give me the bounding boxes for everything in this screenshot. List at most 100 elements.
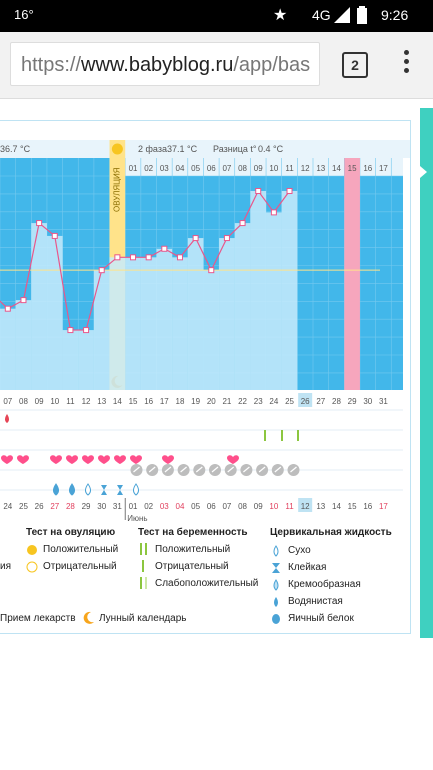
day-axis-label: 29 xyxy=(348,397,357,406)
date-label: 09 xyxy=(254,502,263,511)
heart-icon xyxy=(227,455,239,464)
overflow-menu-button[interactable] xyxy=(404,50,410,77)
day-axis-label: 20 xyxy=(207,397,216,406)
legend-ovulation-title: Тест на овуляцию xyxy=(26,527,116,538)
heart-icon xyxy=(162,455,174,464)
date-label: 27 xyxy=(50,502,59,511)
temperature-bar xyxy=(172,257,188,390)
day-axis-label: 07 xyxy=(3,397,12,406)
cycle-day-label: 03 xyxy=(160,164,169,173)
temperature-bar xyxy=(219,238,235,390)
cycle-day-label: 10 xyxy=(269,164,278,173)
day-axis-label: 13 xyxy=(97,397,106,406)
date-label: 16 xyxy=(363,502,372,511)
cycle-day-label: 15 xyxy=(348,164,357,173)
pregnancy-test-mark xyxy=(297,430,299,441)
drop-outline-icon xyxy=(271,544,281,562)
legend-ovulation-positive: Положительный xyxy=(43,544,119,555)
hourglass-icon xyxy=(101,485,107,495)
temperature-point xyxy=(98,267,105,274)
hourglass-icon xyxy=(271,561,281,579)
signal-icon xyxy=(334,7,350,26)
heart-icon xyxy=(50,455,62,464)
legend-cervical-dry: Сухо xyxy=(288,545,311,556)
cycle-day-label: 12 xyxy=(301,164,310,173)
tab-switcher-button[interactable]: 2 xyxy=(342,52,368,78)
date-label: 12 xyxy=(301,502,310,511)
date-label: 04 xyxy=(176,502,185,511)
pregnancy-negative-icon xyxy=(138,559,150,577)
day-axis-label: 24 xyxy=(269,397,278,406)
day-axis-label: 19 xyxy=(191,397,200,406)
ovulation-sun-icon xyxy=(111,143,123,155)
temperature-point xyxy=(51,232,58,239)
day-axis-label: 21 xyxy=(222,397,231,406)
day-axis-label: 31 xyxy=(379,397,388,406)
browser-toolbar: https://www.babyblog.ru/app/bas 2 xyxy=(0,32,433,99)
highlight-day-box xyxy=(298,393,313,407)
header-phase-label: 2 фаза xyxy=(138,144,167,154)
temperature-bar xyxy=(203,270,220,390)
day-axis-label: 18 xyxy=(176,397,185,406)
legend-cervical-watery: Водянистая xyxy=(288,596,343,607)
heart-icon xyxy=(130,455,142,464)
pregnancy-positive-icon xyxy=(138,542,150,560)
cycle-day-label: 01 xyxy=(129,164,138,173)
temperature-point xyxy=(20,297,27,304)
date-label: 14 xyxy=(332,502,341,511)
legend-cervical-sticky: Клейкая xyxy=(288,562,327,573)
date-label: 08 xyxy=(238,502,247,511)
legend-cervical-title: Цервикальная жидкость xyxy=(270,527,392,538)
temperature-point xyxy=(130,254,137,261)
clock: 9:26 xyxy=(381,7,409,23)
legend-pregnancy-positive: Положительный xyxy=(155,544,231,555)
legend-pregnancy-title: Тест на беременность xyxy=(138,527,248,538)
status-bar: 16° ★ 4G 9:26 xyxy=(0,0,433,32)
drop-half-icon xyxy=(271,578,281,596)
header-left-temp: 36.7 °C xyxy=(0,144,31,154)
date-label: 05 xyxy=(191,502,200,511)
temperature-bar xyxy=(46,235,63,390)
temperature-bar xyxy=(62,330,79,390)
cycle-day-label: 11 xyxy=(285,164,294,173)
heart-icon xyxy=(98,455,110,464)
temperature-bar xyxy=(0,308,16,390)
month-label: Июнь xyxy=(127,514,147,523)
check-mark xyxy=(133,466,140,473)
check-mark xyxy=(195,466,203,473)
temperature-point xyxy=(161,245,168,252)
day-axis-label: 23 xyxy=(254,397,263,406)
day-axis-label: 30 xyxy=(363,397,372,406)
scroll-right-arrow[interactable] xyxy=(420,166,427,178)
drop-icon xyxy=(69,483,75,496)
cycle-day-label: 07 xyxy=(222,164,231,173)
check-mark xyxy=(290,466,297,473)
temperature-bar xyxy=(31,223,47,390)
day-axis-label: 17 xyxy=(160,397,169,406)
url-field[interactable]: https://www.babyblog.ru/app/bas xyxy=(10,42,320,86)
ovulation-label: ОВУЛЯЦИЯ xyxy=(113,167,122,212)
cycle-days-row xyxy=(117,158,403,176)
date-label: 07 xyxy=(222,502,231,511)
temperature-point xyxy=(36,220,43,227)
hourglass-icon xyxy=(117,485,123,495)
chart-header-bg xyxy=(0,140,410,158)
temperature-bar xyxy=(140,257,157,390)
cycle-day-label: 05 xyxy=(191,164,200,173)
star-icon: ★ xyxy=(273,7,288,24)
legend-medicine: Прием лекарств xyxy=(0,613,76,624)
ovulation-negative-icon xyxy=(26,560,38,578)
temperature-bar xyxy=(250,190,267,390)
day-axis-label: 11 xyxy=(66,397,75,406)
temperature-bar xyxy=(78,330,94,390)
moon-icon xyxy=(83,611,95,630)
date-label: 15 xyxy=(348,502,357,511)
drop-filled-icon xyxy=(271,595,281,613)
drop-icon xyxy=(53,483,59,496)
temperature-point xyxy=(223,235,230,242)
date-label: 06 xyxy=(207,502,216,511)
temperature-point xyxy=(145,254,152,261)
heart-icon xyxy=(66,455,78,464)
network-type: 4G xyxy=(312,7,331,23)
cycle-day-label: 13 xyxy=(316,164,325,173)
